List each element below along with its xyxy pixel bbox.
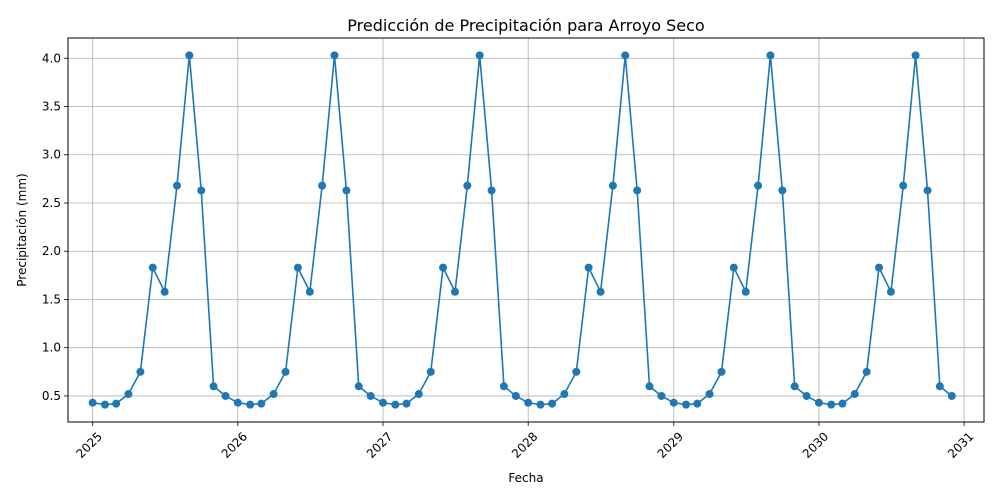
- data-point: [548, 399, 557, 408]
- data-point: [584, 263, 593, 272]
- x-tick-label: 2025: [74, 429, 105, 460]
- data-point: [645, 382, 654, 391]
- y-axis-label: Precipitación (mm): [15, 173, 29, 286]
- plot-frame: [67, 37, 985, 423]
- x-tick-label: 2031: [945, 429, 976, 460]
- series-line: [92, 55, 953, 406]
- data-point: [379, 398, 388, 407]
- data-point: [899, 181, 908, 190]
- x-tick-label: 2027: [364, 429, 395, 460]
- data-point: [524, 398, 533, 407]
- data-point: [402, 399, 411, 408]
- data-point: [391, 400, 400, 409]
- data-point: [209, 382, 218, 391]
- data-point: [596, 287, 605, 296]
- y-tick-label: 0.5: [42, 389, 61, 403]
- data-point: [862, 367, 871, 376]
- data-point: [426, 367, 435, 376]
- y-axis-ticks: 0.5 1.0 1.5 2.0 2.5 3.0 3.5 4.0: [42, 51, 68, 403]
- data-point: [269, 390, 278, 399]
- data-point: [608, 181, 617, 190]
- x-tick-label: 2030: [800, 429, 831, 460]
- data-point: [572, 367, 581, 376]
- y-tick-label: 3.5: [42, 100, 61, 114]
- grid-lines: [68, 38, 984, 422]
- chart-title: Predicción de Precipitación para Arroyo …: [347, 16, 704, 35]
- data-point: [342, 186, 351, 195]
- data-point: [318, 181, 327, 190]
- data-point: [281, 367, 290, 376]
- data-point: [766, 51, 775, 60]
- data-point: [669, 398, 678, 407]
- data-point: [451, 287, 459, 296]
- x-tick-label: 2029: [655, 429, 686, 460]
- data-point: [293, 263, 302, 272]
- data-point: [754, 181, 763, 190]
- data-point: [850, 390, 859, 399]
- data-point: [827, 400, 836, 409]
- data-point: [330, 51, 339, 60]
- y-tick-label: 4.0: [42, 51, 61, 65]
- data-point: [814, 398, 823, 407]
- data-point: [366, 391, 375, 400]
- x-tick-label: 2026: [219, 429, 250, 460]
- data-point: [560, 390, 569, 399]
- data-point: [717, 367, 726, 376]
- data-point: [633, 186, 642, 195]
- data-point: [741, 287, 750, 296]
- y-tick-label: 1.0: [42, 341, 61, 355]
- data-point: [705, 390, 714, 399]
- data-point: [778, 186, 787, 195]
- data-point: [221, 391, 230, 400]
- x-axis-ticks: 2025 2026 2027 2028 2029 2030 2031: [74, 422, 976, 461]
- data-point: [499, 382, 508, 391]
- data-point: [875, 263, 883, 272]
- data-point: [124, 390, 133, 399]
- data-point: [729, 263, 738, 272]
- data-point: [305, 287, 314, 296]
- data-point: [100, 400, 109, 409]
- data-point: [802, 391, 811, 400]
- data-point: [621, 51, 630, 60]
- data-point: [838, 399, 847, 408]
- data-point: [257, 399, 266, 408]
- data-point: [439, 263, 448, 272]
- data-point: [923, 186, 932, 195]
- data-point: [536, 400, 545, 409]
- data-point: [354, 382, 363, 391]
- data-point: [790, 382, 799, 391]
- x-tick-label: 2028: [509, 429, 540, 460]
- data-point: [886, 287, 895, 296]
- data-point: [682, 400, 691, 409]
- data-point: [414, 390, 423, 399]
- data-point: [657, 391, 666, 400]
- data-point: [172, 181, 181, 190]
- data-point: [160, 287, 169, 296]
- data-point: [246, 400, 255, 409]
- data-point: [463, 181, 472, 190]
- data-point: [487, 186, 496, 195]
- y-tick-label: 2.5: [42, 196, 61, 210]
- series-layer: [88, 51, 956, 409]
- data-point: [185, 51, 194, 60]
- data-point: [511, 391, 520, 400]
- data-point: [947, 391, 956, 400]
- data-point: [88, 398, 97, 407]
- data-point: [233, 398, 242, 407]
- data-point: [112, 399, 121, 408]
- data-point: [911, 51, 920, 60]
- data-point: [197, 186, 206, 195]
- y-tick-label: 2.0: [42, 244, 61, 258]
- data-point: [148, 263, 157, 272]
- data-point: [136, 367, 145, 376]
- data-point: [475, 51, 484, 60]
- data-point: [935, 382, 944, 391]
- x-axis-label: Fecha: [508, 471, 543, 485]
- data-point: [693, 399, 702, 408]
- y-tick-label: 1.5: [42, 292, 61, 306]
- y-tick-label: 3.0: [42, 148, 61, 162]
